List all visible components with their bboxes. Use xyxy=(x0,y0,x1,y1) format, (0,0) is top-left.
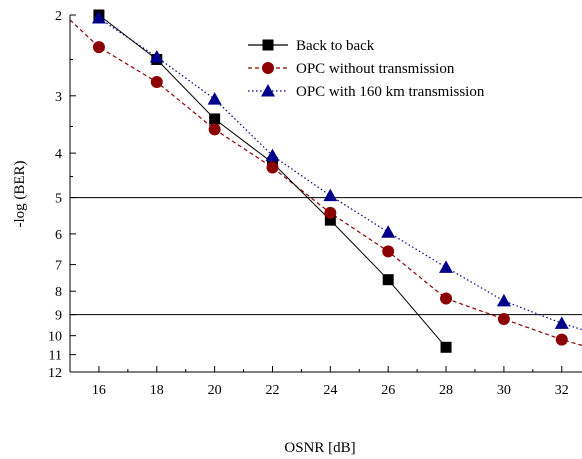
x-tick-label: 32 xyxy=(555,383,569,398)
y-axis-title: -log (BER) xyxy=(12,160,28,227)
y-tick-label: 4 xyxy=(55,147,62,162)
data-point xyxy=(265,148,280,162)
x-tick-label: 16 xyxy=(92,383,106,398)
data-point xyxy=(324,206,337,219)
legend-marker xyxy=(261,84,275,97)
legend-marker xyxy=(262,62,274,74)
data-point xyxy=(440,341,452,353)
y-tick-label: 7 xyxy=(55,259,62,274)
data-point xyxy=(382,274,394,286)
legend-label: OPC without transmission xyxy=(296,61,455,77)
x-tick-label: 24 xyxy=(323,383,337,398)
legend-label: Back to back xyxy=(296,38,375,54)
data-point xyxy=(208,123,221,136)
x-tick-label: 28 xyxy=(439,383,453,398)
x-axis-title: OSNR [dB] xyxy=(284,440,355,456)
y-tick-label: 8 xyxy=(55,285,62,300)
data-point xyxy=(554,316,569,329)
data-point xyxy=(150,76,163,89)
x-tick-label: 26 xyxy=(381,383,395,398)
y-tick-label: 3 xyxy=(55,90,62,105)
series-markers xyxy=(91,9,569,353)
y-tick-label: 9 xyxy=(55,309,62,324)
y-tick-label: 10 xyxy=(48,330,62,345)
data-point xyxy=(555,333,568,346)
data-point xyxy=(266,161,279,174)
legend-label: OPC with 160 km transmission xyxy=(296,84,485,100)
data-point xyxy=(323,188,338,202)
y-tick-label: 2 xyxy=(55,9,62,24)
x-tick-label: 30 xyxy=(497,383,511,398)
x-tick-label: 22 xyxy=(265,383,279,398)
x-tick-label: 20 xyxy=(208,383,222,398)
y-tick-label: 11 xyxy=(49,349,62,364)
data-point xyxy=(497,313,510,326)
data-point xyxy=(207,92,222,105)
data-point xyxy=(324,214,336,226)
y-tick-label: 5 xyxy=(55,192,62,207)
data-point xyxy=(439,260,454,273)
legend-marker xyxy=(262,39,274,51)
data-point xyxy=(381,225,396,238)
data-point xyxy=(91,10,106,24)
data-point xyxy=(209,113,221,125)
x-tick-label: 18 xyxy=(150,383,164,398)
data-point xyxy=(382,245,395,258)
data-point xyxy=(92,41,105,54)
y-tick-label: 6 xyxy=(55,228,62,243)
y-tick-label: 12 xyxy=(48,366,62,381)
data-point xyxy=(149,50,164,63)
x-axis-ticks: 16 18 20 22 24 26 28 30 32 xyxy=(69,366,569,398)
data-point xyxy=(440,292,453,305)
legend: Back to back OPC without transmission OPC … xyxy=(248,38,485,100)
y-axis-ticks: 2 3 4 5 6 7 8 9 10 11 12 xyxy=(48,9,76,381)
data-point xyxy=(496,293,511,307)
